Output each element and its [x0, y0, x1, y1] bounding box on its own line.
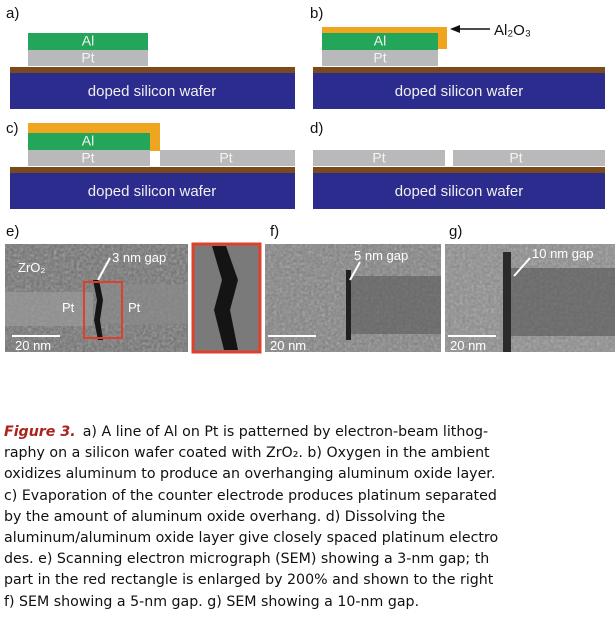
caption-line: by the amount of aluminum oxide overhang…: [4, 507, 615, 528]
caption-text: by the amount of aluminum oxide overhang…: [4, 509, 445, 525]
arrow-head: [450, 25, 460, 33]
caption-text: raphy on a silicon wafer coated with ZrO…: [4, 445, 490, 461]
panel-label: b): [310, 5, 323, 22]
material-label: ZrO₂: [18, 260, 45, 275]
layer-label: Al: [82, 133, 94, 149]
layer-label: Pt: [373, 50, 386, 66]
caption-text: oxidizes aluminum to produce an overhang…: [4, 466, 495, 482]
panel-d: d) Pt Pt doped silicon wafer: [310, 120, 605, 209]
wafer-label: doped silicon wafer: [395, 83, 523, 100]
wafer-label: doped silicon wafer: [395, 183, 523, 200]
annotation: 3 nm gap: [112, 250, 166, 265]
annotation: 10 nm gap: [532, 246, 593, 261]
pt-layer: [453, 150, 605, 166]
sem-g: 10 nm gap 20 nm: [445, 244, 615, 353]
page: a) Al Pt doped silicon wafer b) Al Pt Al…: [0, 0, 615, 619]
scale-label: 20 nm: [15, 338, 51, 353]
sem-zoom: [193, 244, 260, 352]
wafer-label: doped silicon wafer: [88, 83, 216, 100]
oxide-layer: [313, 167, 605, 173]
electrode-label: Pt: [128, 300, 141, 315]
gap: [503, 252, 511, 352]
layer-label: Al: [374, 33, 386, 49]
panel-label: d): [310, 120, 323, 137]
panel-label: g): [449, 223, 462, 240]
scale-label: 20 nm: [270, 338, 306, 353]
electrode: [100, 284, 188, 324]
caption: Figure 3. a) A line of Al on Pt is patte…: [4, 422, 615, 613]
electrode-label: Pt: [62, 300, 75, 315]
oxide-layer: [10, 67, 295, 73]
caption-text: part in the red rectangle is enlarged by…: [4, 572, 493, 588]
annotation: Al₂O₃: [494, 22, 531, 39]
wafer-label: doped silicon wafer: [88, 183, 216, 200]
caption-line: des. e) Scanning electron micrograph (SE…: [4, 549, 615, 570]
sem-e: ZrO₂ 3 nm gap Pt Pt 20 nm: [5, 244, 188, 353]
layer-label: Pt: [219, 150, 232, 166]
caption-line: f) SEM showing a 5-nm gap. g) SEM showin…: [4, 592, 615, 613]
electrode: [510, 268, 615, 336]
annotation: 5 nm gap: [354, 248, 408, 263]
panel-c: c) Al Pt Pt doped silicon wafer: [6, 120, 295, 209]
caption-text: c) Evaporation of the counter electrode …: [4, 488, 497, 504]
caption-text: a) A line of Al on Pt is patterned by el…: [83, 424, 488, 440]
electrode: [5, 292, 93, 326]
panel-label: e): [6, 223, 19, 240]
layer-label: Pt: [509, 150, 522, 166]
layer-label: Al: [82, 33, 94, 49]
caption-line: raphy on a silicon wafer coated with ZrO…: [4, 443, 615, 464]
electrode: [350, 276, 441, 334]
caption-text: f) SEM showing a 5-nm gap. g) SEM showin…: [4, 594, 419, 610]
layer-label: Pt: [81, 150, 94, 166]
caption-text: aluminum/aluminum oxide layer give close…: [4, 530, 498, 546]
oxide-layer: [10, 167, 295, 173]
figure-label: Figure 3.: [4, 424, 76, 440]
panel-label: a): [6, 5, 19, 22]
caption-line: Figure 3. a) A line of Al on Pt is patte…: [4, 422, 615, 443]
panel-a: a) Al Pt doped silicon wafer: [6, 5, 295, 109]
oxide-layer: [313, 67, 605, 73]
figure: a) Al Pt doped silicon wafer b) Al Pt Al…: [0, 0, 615, 420]
caption-line: part in the red rectangle is enlarged by…: [4, 570, 615, 591]
panel-label: f): [270, 223, 279, 240]
panel-label: c): [6, 120, 19, 137]
caption-line: c) Evaporation of the counter electrode …: [4, 486, 615, 507]
sem-f: 5 nm gap 20 nm: [265, 244, 441, 353]
caption-line: aluminum/aluminum oxide layer give close…: [4, 528, 615, 549]
caption-line: oxidizes aluminum to produce an overhang…: [4, 464, 615, 485]
scale-label: 20 nm: [450, 338, 486, 353]
layer-label: Pt: [81, 50, 94, 66]
caption-text: des. e) Scanning electron micrograph (SE…: [4, 551, 489, 567]
gap: [346, 270, 351, 340]
panel-b: b) Al Pt Al₂O₃ doped silicon wafer: [310, 5, 605, 109]
layer-label: Pt: [372, 150, 385, 166]
